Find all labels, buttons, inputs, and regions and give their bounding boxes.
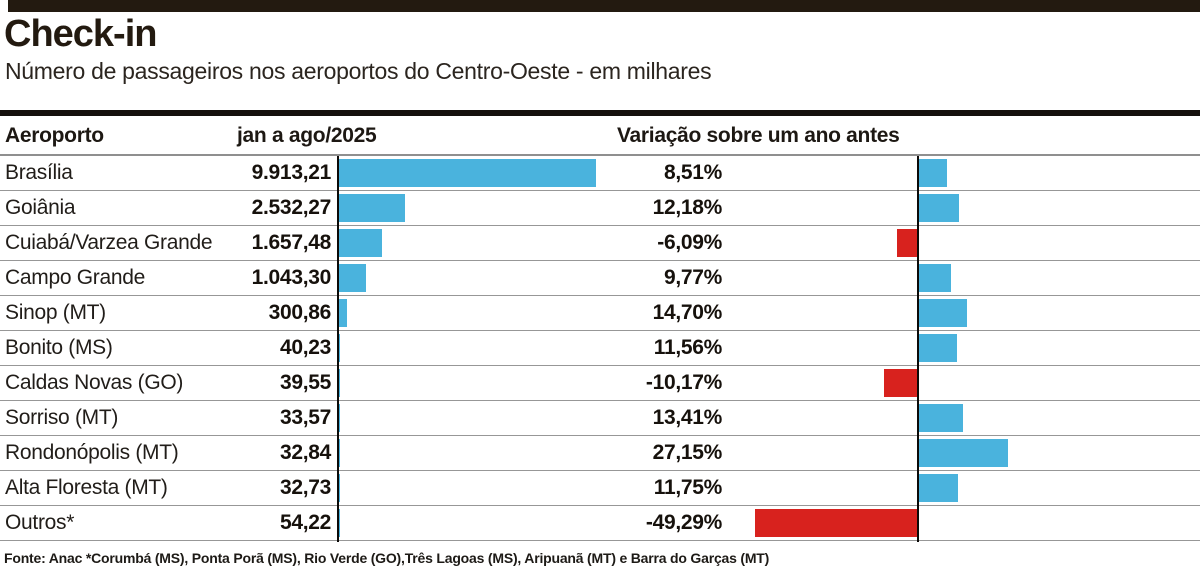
- airport-name: Bonito (MS): [5, 336, 113, 359]
- table-row: Alta Floresta (MT) 32,73 11,75%: [0, 471, 1200, 506]
- table-row: Sinop (MT) 300,86 14,70%: [0, 296, 1200, 331]
- header-rule: [0, 110, 1200, 116]
- page-subtitle: Número de passageiros nos aeroportos do …: [5, 58, 712, 84]
- passengers-bar: [339, 439, 340, 467]
- table-row: Outros* 54,22 -49,29%: [0, 506, 1200, 541]
- table-row: Rondonópolis (MT) 32,84 27,15%: [0, 436, 1200, 471]
- variation-bar: [919, 299, 967, 327]
- variation-value: 27,15%: [652, 441, 723, 464]
- variation-bar: [884, 369, 917, 397]
- airport-name: Sorriso (MT): [5, 406, 119, 429]
- airport-name: Sinop (MT): [5, 301, 106, 324]
- passengers-bar: [339, 264, 366, 292]
- column-header-periodo: jan a ago/2025: [237, 124, 377, 147]
- column-header-variacao: Variação sobre um ano antes: [617, 124, 900, 147]
- passengers-bar: [339, 299, 347, 327]
- variation-value: 11,56%: [653, 336, 723, 359]
- passengers-value: 54,22: [279, 511, 331, 534]
- variation-value: -6,09%: [657, 231, 722, 254]
- variation-value: 14,70%: [652, 301, 723, 324]
- airport-name: Goiânia: [5, 196, 76, 219]
- airport-name: Brasília: [5, 161, 73, 184]
- airport-name: Cuiabá/Varzea Grande: [5, 231, 213, 254]
- passengers-bar: [339, 404, 340, 432]
- table-body: Brasília 9.913,21 8,51% Goiânia 2.532,27…: [0, 156, 1200, 541]
- variation-bar: [755, 509, 917, 537]
- variation-value: 11,75%: [653, 476, 723, 499]
- passengers-value: 33,57: [279, 406, 331, 429]
- table-row: Caldas Novas (GO) 39,55 -10,17%: [0, 366, 1200, 401]
- passengers-value: 1.657,48: [251, 231, 332, 254]
- page-title: Check-in: [4, 13, 157, 55]
- passengers-bar: [339, 474, 340, 502]
- passengers-value: 2.532,27: [251, 196, 332, 219]
- variation-bar: [919, 159, 947, 187]
- passengers-bar: [339, 334, 340, 362]
- passengers-bar: [339, 369, 340, 397]
- airport-name: Campo Grande: [5, 266, 145, 289]
- passengers-value: 39,55: [279, 371, 331, 394]
- passengers-bar: [339, 509, 340, 537]
- header-separator: [0, 154, 1200, 156]
- passengers-value: 1.043,30: [251, 266, 332, 289]
- variation-value: 13,41%: [652, 406, 723, 429]
- variation-value: 12,18%: [652, 196, 723, 219]
- variation-value: -10,17%: [645, 371, 722, 394]
- variation-bar: [919, 194, 959, 222]
- passengers-bar: [339, 194, 405, 222]
- passengers-value: 32,84: [279, 441, 331, 464]
- passengers-value: 32,73: [279, 476, 331, 499]
- variation-axis-line: [917, 156, 919, 542]
- table-row: Cuiabá/Varzea Grande 1.657,48 -6,09%: [0, 226, 1200, 261]
- airport-name: Caldas Novas (GO): [5, 371, 184, 394]
- table-row: Bonito (MS) 40,23 11,56%: [0, 331, 1200, 366]
- airport-name: Alta Floresta (MT): [5, 476, 168, 499]
- top-accent-bar: [8, 0, 1200, 12]
- variation-bar: [919, 439, 1008, 467]
- table-row: Sorriso (MT) 33,57 13,41%: [0, 401, 1200, 436]
- table-row: Campo Grande 1.043,30 9,77%: [0, 261, 1200, 296]
- variation-bar: [919, 264, 951, 292]
- passengers-axis-line: [337, 156, 339, 542]
- variation-bar: [919, 334, 957, 362]
- variation-bar: [919, 404, 963, 432]
- variation-bar: [897, 229, 917, 257]
- passengers-value: 9.913,21: [251, 161, 332, 184]
- column-header-aeroporto: Aeroporto: [5, 124, 104, 147]
- variation-value: 8,51%: [663, 161, 722, 184]
- passengers-bar: [339, 159, 596, 187]
- passengers-value: 40,23: [279, 336, 331, 359]
- source-note: Fonte: Anac *Corumbá (MS), Ponta Porã (M…: [4, 550, 770, 566]
- table-row: Goiânia 2.532,27 12,18%: [0, 191, 1200, 226]
- airport-name: Rondonópolis (MT): [5, 441, 179, 464]
- variation-value: -49,29%: [645, 511, 722, 534]
- table-row: Brasília 9.913,21 8,51%: [0, 156, 1200, 191]
- passengers-bar: [339, 229, 382, 257]
- airport-name: Outros*: [5, 511, 75, 534]
- variation-bar: [919, 474, 958, 502]
- passengers-value: 300,86: [268, 301, 332, 324]
- variation-value: 9,77%: [663, 266, 722, 289]
